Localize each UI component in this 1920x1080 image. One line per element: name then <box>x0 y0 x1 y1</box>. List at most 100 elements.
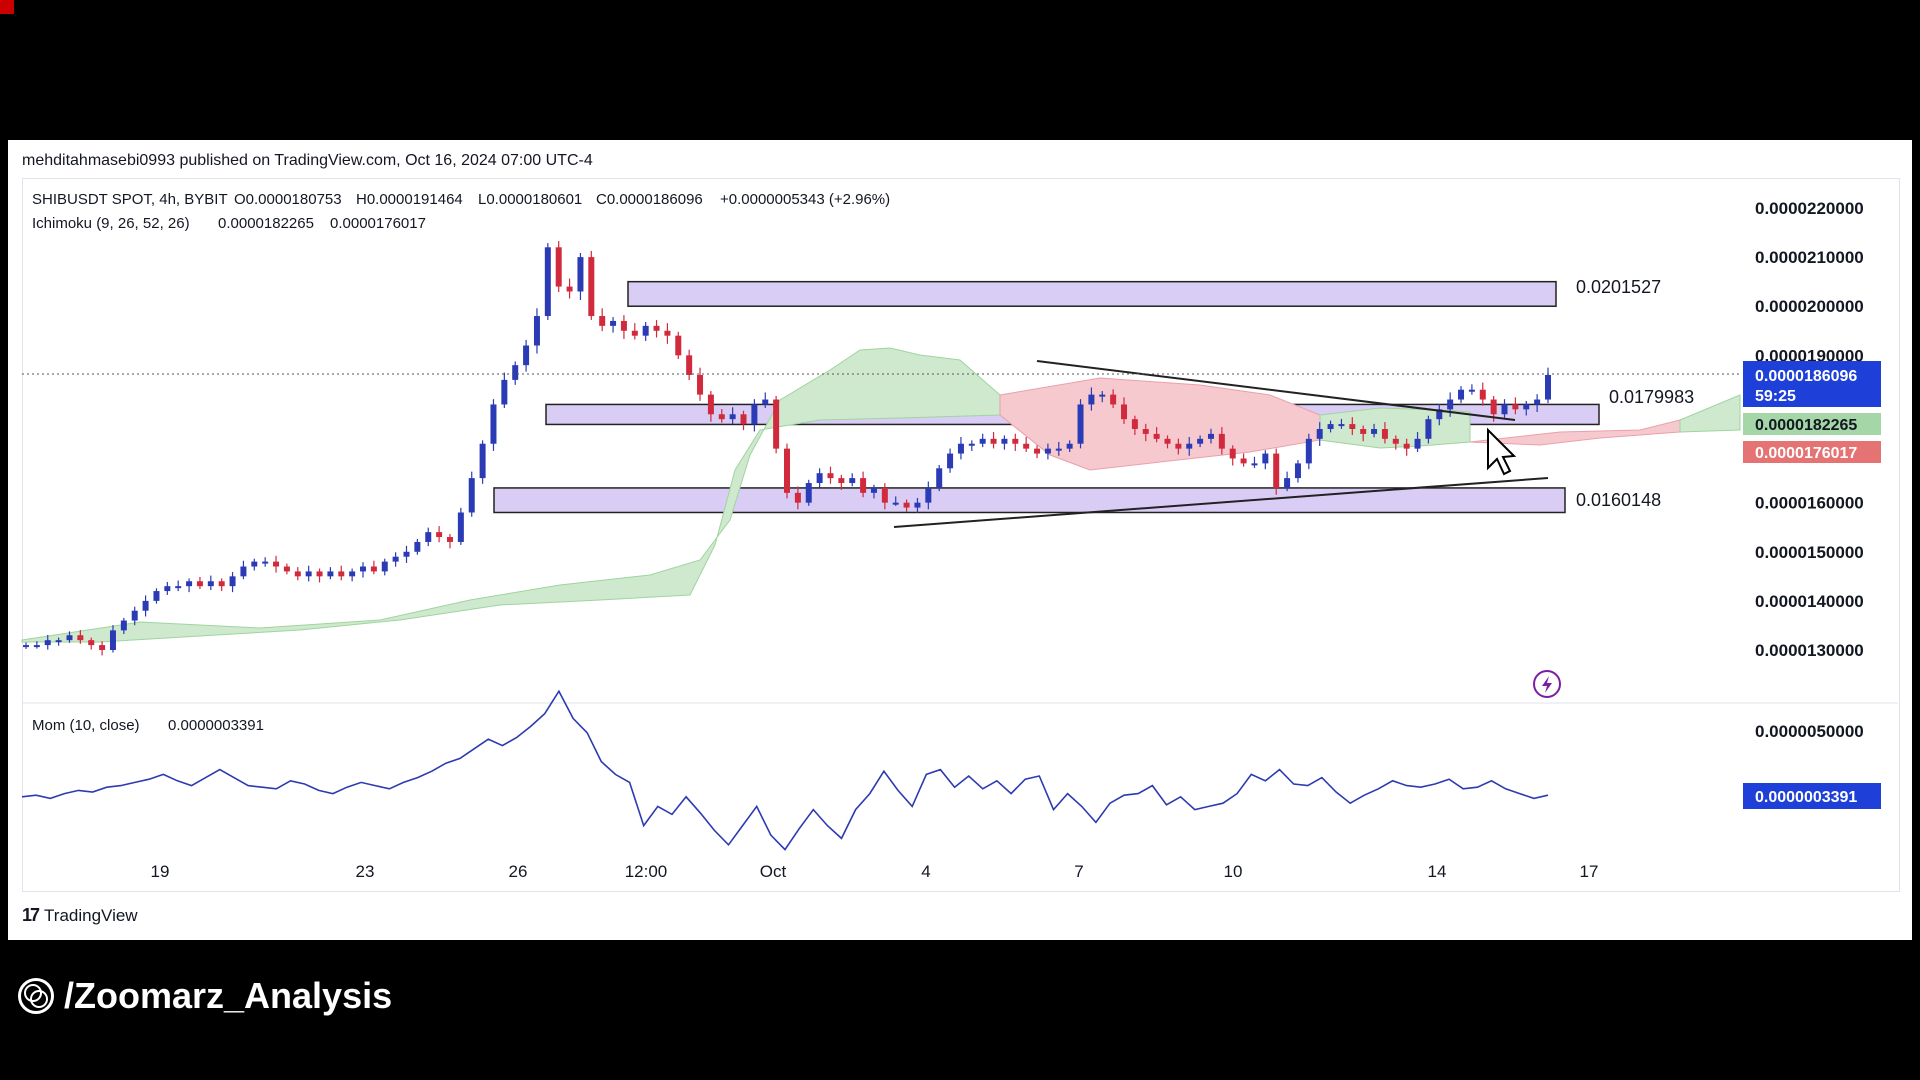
candle-body <box>1088 394 1095 405</box>
price-axis[interactable]: 0.0000220000 0.0000210000 0.0000200000 0.00… <box>1755 199 1864 660</box>
publisher-line: mehditahmasebi0993 published on TradingV… <box>22 152 593 169</box>
candle-body <box>175 586 182 589</box>
flash-icon[interactable] <box>1533 670 1561 698</box>
candle-body <box>870 487 877 493</box>
candle-body <box>642 325 649 336</box>
candle-body <box>1284 478 1291 488</box>
change-value: +0.0000005343 (+2.96%) <box>720 191 890 208</box>
span-b-tag-bg <box>1743 441 1881 463</box>
candle-body <box>523 345 530 366</box>
candle-body <box>599 316 606 326</box>
candle-body <box>1447 399 1454 410</box>
time-tick-label: 26 <box>509 862 528 881</box>
lower-trendline <box>893 477 1549 528</box>
candle-body <box>370 566 377 572</box>
candle-body <box>860 478 867 493</box>
candle-body <box>1392 438 1399 444</box>
candle-body <box>164 586 171 592</box>
candle-body <box>1186 443 1193 449</box>
candle-body <box>1458 389 1465 400</box>
candle-body <box>1545 374 1551 400</box>
candle-body <box>914 502 921 508</box>
time-tick-label: 10 <box>1224 862 1243 881</box>
candle-body <box>979 438 986 444</box>
candle-body <box>1012 438 1019 444</box>
candle-body <box>729 414 736 420</box>
close-value: C0.0000186096 <box>596 191 703 208</box>
candle-body <box>1207 433 1214 439</box>
candle-body <box>1327 424 1334 429</box>
current-price-tag-bg <box>1743 361 1881 407</box>
cursor-icon <box>1487 427 1517 476</box>
time-tick-label: 17 <box>1580 862 1599 881</box>
candle-body <box>1479 389 1486 400</box>
symbol-label: SHIBUSDT SPOT, 4h, BYBIT <box>32 191 228 208</box>
candle-body <box>360 566 367 572</box>
span-b-tag: 0.0000176017 <box>1755 445 1857 462</box>
candle-body <box>1294 463 1301 479</box>
candle-body <box>1099 394 1106 397</box>
candle-body <box>186 581 193 587</box>
candle-body <box>468 478 475 513</box>
time-tick-label: 7 <box>1074 862 1083 881</box>
candle-body <box>1534 399 1541 405</box>
candle-body <box>631 330 638 336</box>
candle-body <box>1381 429 1388 439</box>
zone-box <box>627 280 1557 307</box>
candle-body <box>849 478 856 484</box>
candle-body <box>131 610 138 621</box>
candle-body <box>403 551 410 557</box>
candle-body <box>838 478 845 484</box>
time-tick-label: 14 <box>1428 862 1447 881</box>
candle-body <box>414 541 421 552</box>
candle-body <box>936 468 943 488</box>
price-tick-label: 0.0000150000 <box>1755 543 1864 562</box>
candle-body <box>512 365 519 380</box>
candle-body <box>153 591 160 601</box>
low-value: L0.0000180601 <box>478 191 582 208</box>
time-tick-label: 23 <box>356 862 375 881</box>
candle-body <box>1164 438 1171 444</box>
candle-body <box>1360 429 1367 434</box>
price-tick-label: 0.0000160000 <box>1755 494 1864 513</box>
candle-body <box>262 561 269 564</box>
upper-trendline <box>1036 360 1516 421</box>
corner-mark <box>0 0 14 14</box>
candle-body <box>1371 429 1378 434</box>
candle-body <box>1077 404 1084 444</box>
span-a-tag-bg <box>1743 413 1881 435</box>
candle-body <box>957 443 964 454</box>
candle-body <box>77 635 84 641</box>
candle-body <box>1175 443 1182 449</box>
candle-body <box>251 561 258 567</box>
channel-name: /Zoomarz_Analysis <box>64 975 393 1016</box>
candle-body <box>1403 443 1410 449</box>
candle-body <box>196 581 203 587</box>
candle-body <box>610 320 617 326</box>
candle-body <box>816 473 823 484</box>
candle-body <box>794 492 801 503</box>
candle-body <box>1262 453 1269 464</box>
candle-body <box>99 645 106 650</box>
candle-body <box>925 487 932 503</box>
candle-body <box>1338 424 1345 427</box>
level-label-mid: 0.0179983 <box>1609 387 1694 407</box>
candle-body <box>1305 438 1312 464</box>
candle-body <box>1142 429 1149 434</box>
candle-body <box>1316 429 1323 439</box>
momentum-value: 0.0000003391 <box>168 717 264 734</box>
time-axis[interactable]: 19 23 26 12:00 Oct 4 7 10 14 17 <box>151 862 1599 881</box>
candle-body <box>316 571 323 577</box>
candle-body <box>1523 404 1530 410</box>
candle-body <box>707 394 714 415</box>
candle-body <box>881 487 888 503</box>
time-tick-label: Oct <box>760 862 787 881</box>
price-tick-label: 0.0000130000 <box>1755 641 1864 660</box>
price-tick-label: 0.0000210000 <box>1755 248 1864 267</box>
candle-body <box>425 532 432 542</box>
candle-body <box>555 247 562 287</box>
channel-tag: /Zoomarz_Analysis <box>18 975 392 1017</box>
candle-body <box>718 414 725 420</box>
candle-body <box>1001 438 1008 444</box>
